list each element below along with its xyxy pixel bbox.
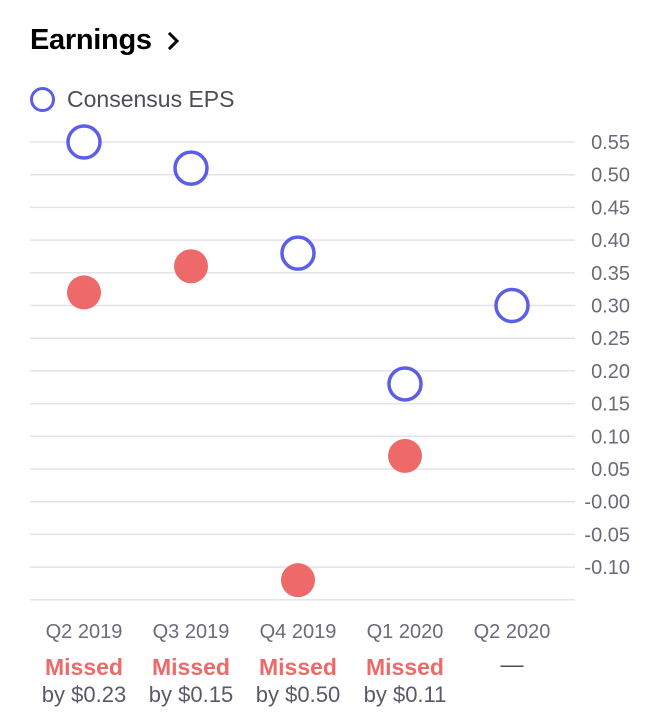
chart-legend: Consensus EPS: [30, 86, 234, 113]
consensus-eps-point: [387, 366, 423, 402]
y-tick-label: -0.05: [584, 524, 630, 546]
chevron-right-icon: [167, 31, 179, 50]
y-tick-label: 0.20: [591, 361, 630, 383]
y-tick-label: -0.10: [584, 557, 630, 579]
x-tick-label: Q2 2019: [46, 621, 123, 643]
page-title: Earnings: [30, 24, 152, 56]
result-label: Missed by $0.15: [136, 653, 246, 709]
y-tick-label: 0.25: [591, 328, 630, 350]
earnings-header[interactable]: Earnings: [30, 24, 184, 57]
actual-eps-point: [388, 438, 422, 473]
result-detail: by $0.15: [148, 682, 234, 707]
consensus-eps-point: [494, 287, 530, 324]
y-tick-label: 0.45: [591, 197, 630, 219]
y-tick-label: 0.35: [591, 263, 630, 285]
result-status: Missed: [45, 654, 123, 680]
y-tick-label: -0.00: [584, 492, 630, 514]
x-tick-label: Q4 2019: [260, 621, 337, 643]
x-tick-label: Q3 2019: [153, 621, 230, 643]
result-label: Missed by $0.50: [243, 653, 353, 709]
x-tick-label: Q1 2020: [367, 621, 444, 643]
y-tick-label: 0.55: [591, 132, 630, 154]
result-label: Missed by $0.23: [29, 653, 139, 709]
actual-eps-point: [67, 275, 101, 310]
y-tick-label: 0.30: [591, 296, 630, 318]
result-status: Missed: [259, 654, 337, 680]
y-tick-label: 0.15: [591, 394, 630, 416]
result-status: Missed: [152, 654, 230, 680]
x-tick-label: Q2 2020: [474, 621, 551, 643]
result-label: —: [457, 650, 567, 678]
result-detail: by $0.50: [255, 682, 341, 707]
result-detail: by $0.11: [363, 682, 447, 707]
y-tick-label: 0.40: [591, 230, 630, 252]
legend-label: Consensus EPS: [67, 86, 235, 112]
actual-eps-point: [281, 563, 315, 598]
actual-eps-point: [174, 249, 208, 284]
result-status: Missed: [366, 654, 444, 680]
consensus-eps-point: [173, 150, 209, 186]
y-tick-label: 0.05: [591, 459, 630, 481]
y-tick-label: 0.10: [591, 426, 630, 448]
y-tick-label: 0.50: [591, 165, 630, 187]
consensus-eps-point: [66, 124, 102, 160]
legend-hollow-circle-icon: [30, 87, 55, 112]
result-detail: by $0.23: [41, 682, 127, 707]
result-label: Missed by $0.11: [350, 653, 460, 709]
result-status: —: [500, 651, 524, 677]
consensus-eps-point: [280, 235, 316, 271]
